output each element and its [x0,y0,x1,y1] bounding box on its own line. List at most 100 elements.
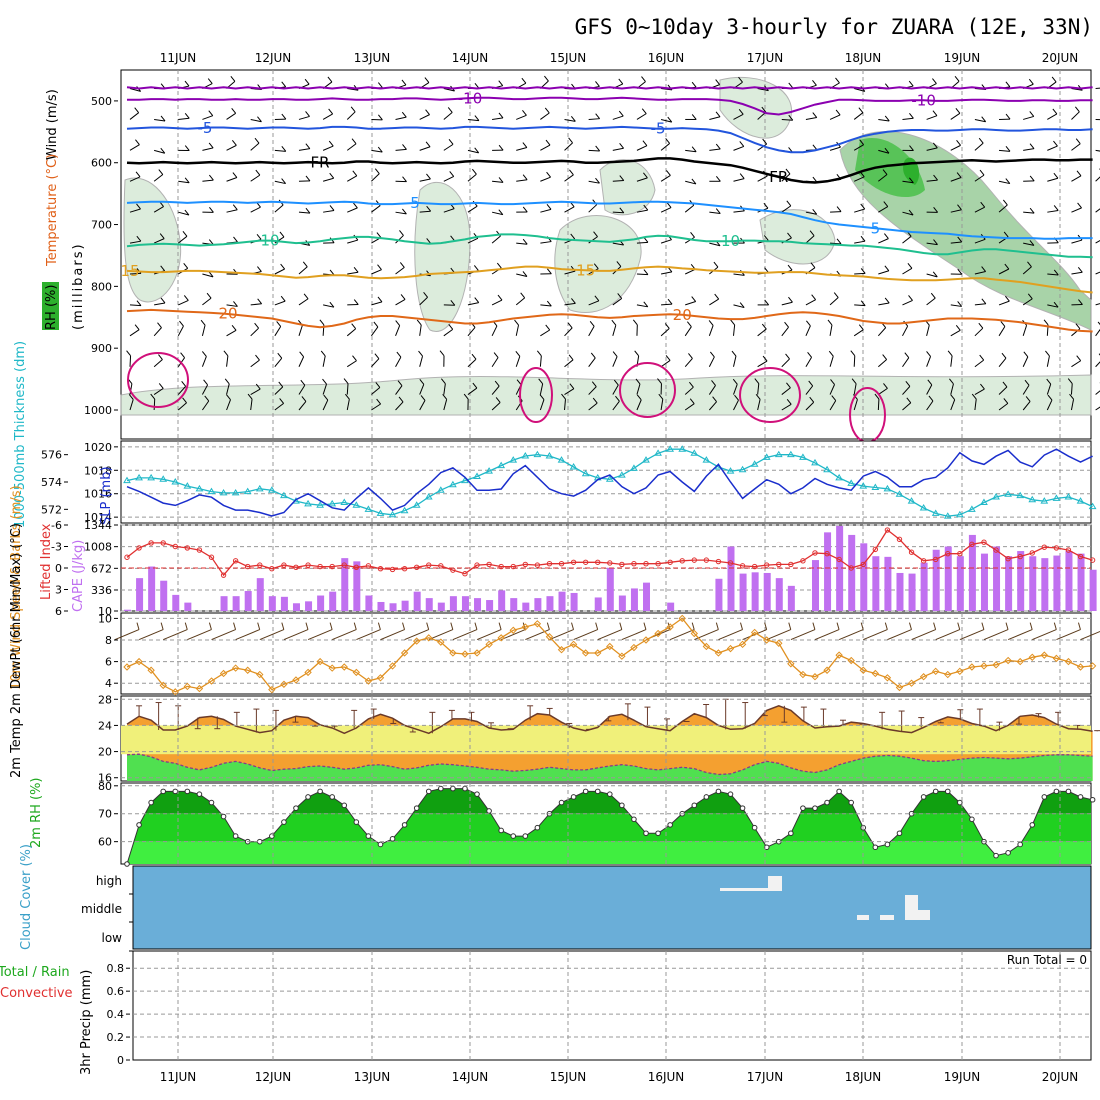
wind-barb-flag [812,80,817,86]
wind10m-barb-flag [402,622,406,630]
thickness-point [980,498,988,505]
wind-barb [443,383,446,395]
wind-barb [322,113,333,120]
wind10m-point [690,629,698,638]
cape-bar [775,578,783,611]
wind-barb-flag [658,393,664,400]
wind10m-point [135,657,143,666]
thickness-label: 1000-500mb Thickness (dm) [13,341,28,528]
wind10m-point [171,688,179,696]
wind-barb-flag [595,145,601,152]
wind-barb-flag [634,350,640,357]
date-label-bottom: 13JUN [354,1070,391,1084]
wind-barb [1046,355,1050,367]
wind-barb [491,211,503,216]
wind-barb [347,88,359,91]
wind-barb-flag [255,383,261,390]
cape-bar [317,595,325,611]
wind-barb-flag [595,177,600,184]
thickness-tick-label: 572 [41,503,62,516]
date-label-top: 12JUN [255,51,292,65]
date-label-bottom: 18JUN [845,1070,882,1084]
thickness-point [738,465,747,473]
wind10m-barb-flag [860,622,864,630]
wind10m-point [787,660,795,668]
wind-barb-flag [928,395,934,402]
wind-barb-flag [691,146,697,153]
wind-barb-flag [474,297,480,303]
wind-barb [612,384,619,395]
wind-barb-flag [247,393,253,400]
wind-barb [974,118,986,123]
wind-barb [781,326,789,337]
wind10m-point [726,644,735,653]
wind-barb-flag [593,263,599,269]
wind-barb-flag [302,261,308,268]
wind-barb-flag [208,142,214,149]
lifted-point [860,561,866,568]
wind-barb-flag [567,322,573,329]
wind-barb [298,148,310,151]
wind-barb [974,359,984,368]
wind-barb [1071,271,1083,275]
dewpt-area [127,754,1093,781]
temp-line [126,704,1093,735]
wind-barb [1095,361,1100,368]
wind-barb-flag [708,320,714,326]
rh-point [365,833,372,839]
wind-barb [757,143,767,151]
wind-barb-flag [329,172,335,179]
wind-barb-flag [786,399,792,405]
thickness-slp-panel: 572 574 576 1014 1016 1018 1020 1000-500mb Thi… [13,341,1097,528]
lifted-point [377,566,384,572]
cape-bar [956,556,964,611]
wind-barb-flag [231,140,237,146]
wind10m-point [195,684,204,693]
wind10m-barb-flag [933,622,937,630]
lifted-point [667,559,673,565]
thickness-point [811,458,819,466]
rh-point [788,830,794,837]
wind-barb-flag [641,108,647,114]
wind10m-barb-flag [812,622,816,630]
wind-barb-flag [947,350,953,357]
wind-barb-flag [884,265,890,272]
wind-barb [1095,328,1100,337]
wind-barb-flag [136,235,142,242]
lifted-point [172,543,178,550]
wind-barb [371,205,381,213]
wind-barb [443,88,455,92]
wind-barb [612,242,624,246]
pressure-tick-label: 500 [91,95,112,108]
wind-barb-flag [712,396,717,403]
wind-barb-flag [233,236,238,243]
wind-barb-flag [474,115,480,121]
cape-bar [558,591,566,611]
wind-barb [250,206,261,213]
thickness-point [654,449,662,456]
wind10m-point [956,667,964,676]
wind-barb [226,304,238,307]
wind10m-label: 10m Wind Speed & Barbs (m/s) [9,485,24,690]
wind10m-point [473,649,481,657]
wind-barb-flag [1023,351,1029,358]
lifted-point [691,557,697,563]
wind-barb [757,383,760,395]
thickness-point [1052,494,1061,501]
wind10m-point [811,673,819,681]
wind-barb-flag [159,233,165,239]
wind-barb-flag [1043,319,1049,326]
wind-barb-flag [883,201,889,207]
wind-barb [492,180,504,183]
wind-barb [877,398,880,411]
cloud-cover-block [905,895,918,920]
wind-barb [636,304,648,308]
thickness-point [400,506,409,514]
wind-barb-flag [860,268,866,274]
thickness-point [823,465,831,473]
thickness-point [123,476,131,484]
wind-barb [226,399,231,411]
wind-barb [274,357,283,368]
wind-barb [347,175,358,182]
